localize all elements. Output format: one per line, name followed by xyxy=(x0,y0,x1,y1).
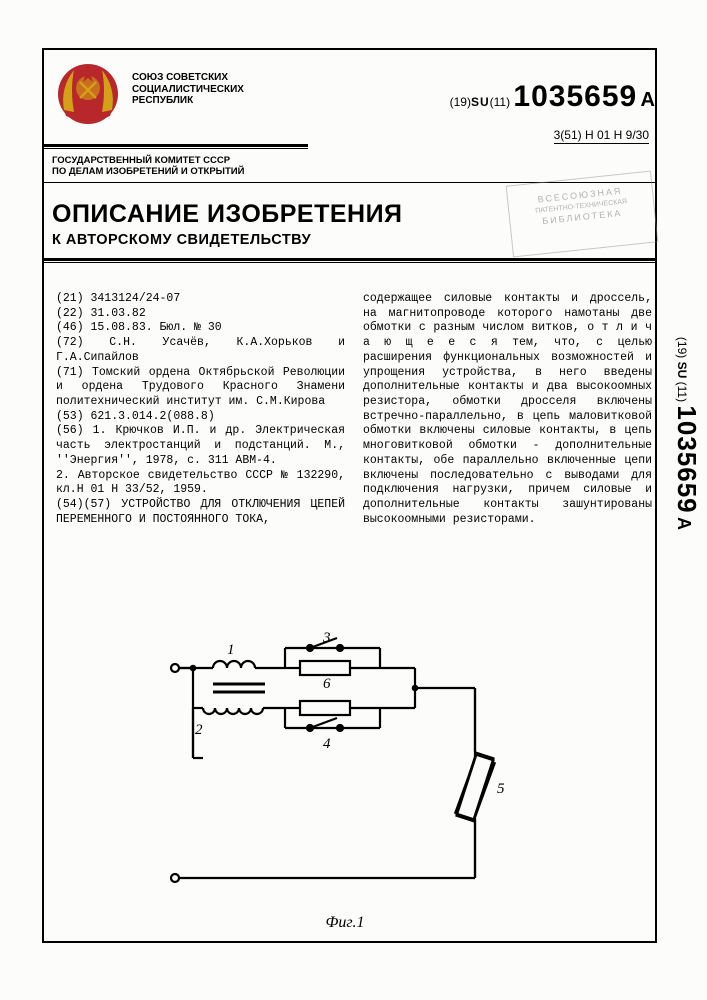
circuit-figure: 1 3 6 2 xyxy=(155,628,535,928)
org-line: СОЦИАЛИСТИЧЕСКИХ xyxy=(132,84,244,96)
svg-text:2: 2 xyxy=(195,722,203,738)
prefix-11: (11) xyxy=(675,382,689,402)
committee-line: ПО ДЕЛАМ ИЗОБРЕТЕНИЙ И ОТКРЫТИЙ xyxy=(52,167,244,178)
prefix-19: (19) xyxy=(675,337,689,358)
svg-text:1: 1 xyxy=(227,642,235,658)
body-columns: (21) 3413124/24-07 (22) 31.03.82 (46) 15… xyxy=(56,292,652,528)
svg-text:6: 6 xyxy=(323,676,331,692)
side-document-number: (19) SU (11) 1035659 A xyxy=(671,337,702,530)
svg-text:3: 3 xyxy=(322,630,331,646)
divider xyxy=(44,144,308,149)
country-code: SU xyxy=(675,362,689,379)
right-column: содержащее силовые контакты и дроссель, … xyxy=(363,292,652,528)
document-subtitle: К АВТОРСКОМУ СВИДЕТЕЛЬСТВУ xyxy=(52,232,311,248)
left-column: (21) 3413124/24-07 (22) 31.03.82 (46) 15… xyxy=(56,292,345,528)
state-committee: ГОСУДАРСТВЕННЫЙ КОМИТЕТ СССР ПО ДЕЛАМ ИЗ… xyxy=(52,156,244,178)
svg-text:5: 5 xyxy=(497,781,505,797)
svg-text:4: 4 xyxy=(323,736,331,752)
library-stamp: ВСЕСОЮЗНАЯ ПАТЕНТНО-ТЕХНИЧЕСКАЯ БИБЛИОТЕ… xyxy=(506,171,659,258)
patent-number: 1035659 xyxy=(513,80,637,113)
org-line: СОЮЗ СОВЕТСКИХ xyxy=(132,72,244,84)
org-name: СОЮЗ СОВЕТСКИХ СОЦИАЛИСТИЧЕСКИХ РЕСПУБЛИ… xyxy=(132,72,244,107)
divider xyxy=(44,258,655,263)
document-number: (19)SU(11) 1035659 A xyxy=(450,80,655,114)
prefix-19: (19) xyxy=(450,95,471,109)
ipc-classification: 3(51) Н 01 Н 9/30 xyxy=(554,128,649,144)
org-line: РЕСПУБЛИК xyxy=(132,95,244,107)
kind-code: A xyxy=(674,517,694,530)
figure-label: Фиг.1 xyxy=(326,914,365,932)
prefix-11: (11) xyxy=(490,95,510,109)
stamp-text: ВСЕСОЮЗНАЯ ПАТЕНТНО-ТЕХНИЧЕСКАЯ БИБЛИОТЕ… xyxy=(508,182,655,232)
kind-code: A xyxy=(641,89,655,111)
ussr-emblem xyxy=(54,60,122,128)
page: СОЮЗ СОВЕТСКИХ СОЦИАЛИСТИЧЕСКИХ РЕСПУБЛИ… xyxy=(0,0,707,1000)
patent-number: 1035659 xyxy=(672,405,702,513)
document-title: ОПИСАНИЕ ИЗОБРЕТЕНИЯ xyxy=(52,200,403,229)
country-code: SU xyxy=(471,95,490,109)
